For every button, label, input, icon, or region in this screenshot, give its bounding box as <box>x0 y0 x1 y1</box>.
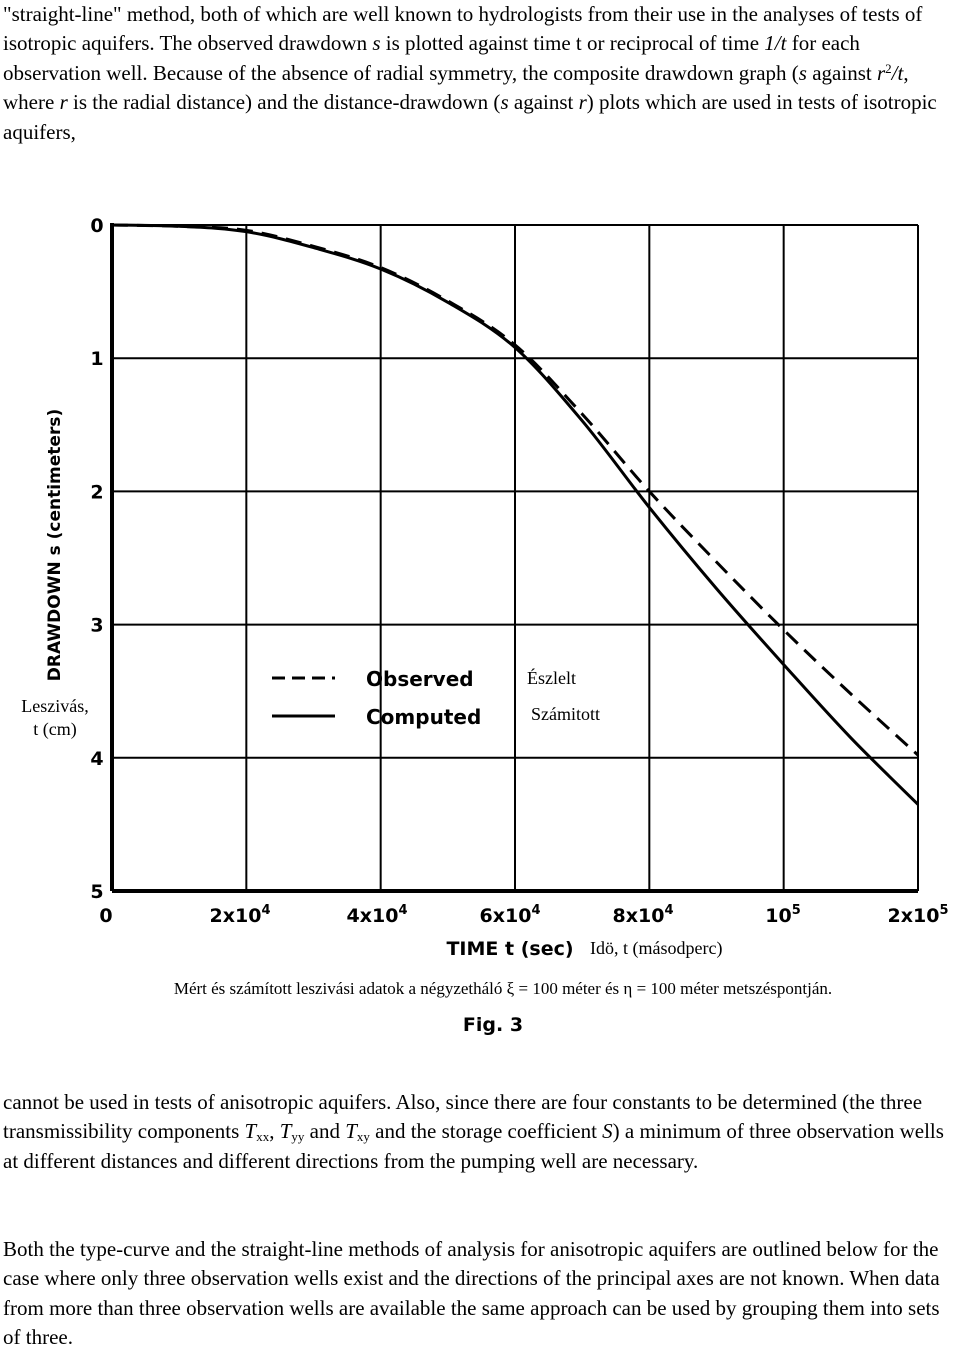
x-tick-labels: 0 2x104 4x104 6x104 8x104 105 2x105 <box>99 903 948 927</box>
paragraph-methods: Both the type-curve and the straight-lin… <box>3 1237 940 1350</box>
x-tick-exponent: 4 <box>664 903 673 918</box>
x-tick-exponent: 5 <box>939 903 948 918</box>
y-axis-label-hu-line1: Leszivás, <box>21 696 88 716</box>
figure-caption-hu: Mért és számított leszivási adatok a nég… <box>174 979 832 998</box>
y-tick-label: 1 <box>90 348 103 370</box>
y-tick-label: 4 <box>90 748 103 770</box>
y-tick-label: 2 <box>90 481 103 503</box>
x-tick-exponent: 5 <box>792 903 801 918</box>
x-tick-label: 8x104 <box>613 903 674 927</box>
chart-legend: Observed Computed Észlelt Számitott <box>272 667 600 729</box>
legend-observed-hu-label: Észlelt <box>527 667 576 688</box>
chart-grid <box>112 225 919 891</box>
figure-label: Fig. 3 <box>463 1014 523 1036</box>
y-tick-label: 5 <box>90 881 103 903</box>
series-line-computed <box>111 223 920 806</box>
x-axis-label-hu: Idö, t (másodperc) <box>590 938 722 959</box>
x-tick-label: 2x104 <box>210 903 271 927</box>
y-axis-label-hu-line2: t (cm) <box>33 719 76 740</box>
x-tick-label: 4x104 <box>347 903 408 927</box>
paragraph-anisotropic: cannot be used in tests of anisotropic a… <box>3 1090 944 1173</box>
x-tick-exponent: 4 <box>261 903 270 918</box>
legend-observed-label: Observed <box>366 667 474 691</box>
x-tick-label: 0 <box>99 905 112 927</box>
chart-series <box>111 223 920 806</box>
x-tick-exponent: 4 <box>531 903 540 918</box>
figure-drawdown-chart: 0 1 2 3 4 5 0 2x104 4x104 6x104 8x104 105 2x105 DRA… <box>0 195 960 1055</box>
x-tick-label: 6x104 <box>480 903 541 927</box>
legend-computed-label: Computed <box>366 705 481 729</box>
y-tick-labels: 0 1 2 3 4 5 <box>90 215 103 903</box>
y-tick-label: 3 <box>90 615 103 637</box>
paragraph-intro: "straight-line" method, both of which ar… <box>3 2 937 144</box>
x-axis-label: TIME t (sec) <box>446 938 573 960</box>
x-tick-exponent: 4 <box>398 903 407 918</box>
chart-svg: 0 1 2 3 4 5 0 2x104 4x104 6x104 8x104 105 2x105 DRA… <box>21 215 948 1036</box>
legend-computed-hu-label: Számitott <box>531 704 600 724</box>
y-tick-label: 0 <box>90 215 103 237</box>
y-axis-label: DRAWDOWN s (centimeters) <box>45 409 65 681</box>
chart-axes <box>110 223 918 893</box>
x-tick-label: 105 <box>765 903 801 927</box>
x-tick-label: 2x105 <box>888 903 949 927</box>
